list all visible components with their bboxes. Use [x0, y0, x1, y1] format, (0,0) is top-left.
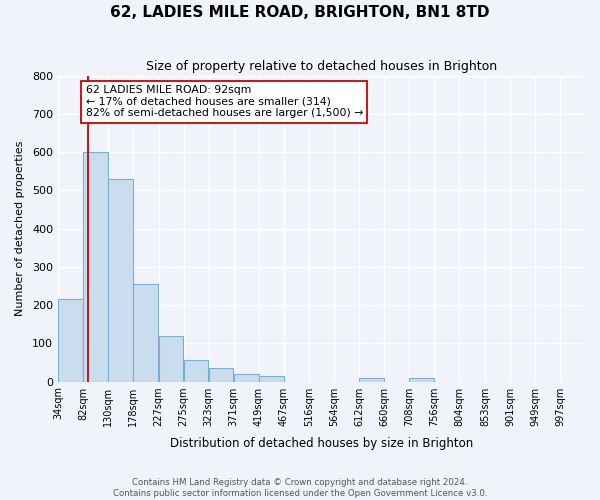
Bar [234, 374, 259, 382]
Y-axis label: Number of detached properties: Number of detached properties [15, 141, 25, 316]
Bar [359, 378, 384, 382]
Text: 62, LADIES MILE ROAD, BRIGHTON, BN1 8TD: 62, LADIES MILE ROAD, BRIGHTON, BN1 8TD [110, 5, 490, 20]
Title: Size of property relative to detached houses in Brighton: Size of property relative to detached ho… [146, 60, 497, 73]
Bar [108, 179, 133, 382]
Bar [58, 300, 83, 382]
Bar [133, 284, 158, 382]
Bar [409, 378, 434, 382]
Bar [184, 360, 208, 382]
Text: 62 LADIES MILE ROAD: 92sqm
← 17% of detached houses are smaller (314)
82% of sem: 62 LADIES MILE ROAD: 92sqm ← 17% of deta… [86, 85, 363, 118]
Bar [259, 376, 284, 382]
Text: Contains HM Land Registry data © Crown copyright and database right 2024.
Contai: Contains HM Land Registry data © Crown c… [113, 478, 487, 498]
Bar [83, 152, 108, 382]
Bar [209, 368, 233, 382]
Bar [158, 336, 184, 382]
X-axis label: Distribution of detached houses by size in Brighton: Distribution of detached houses by size … [170, 437, 473, 450]
